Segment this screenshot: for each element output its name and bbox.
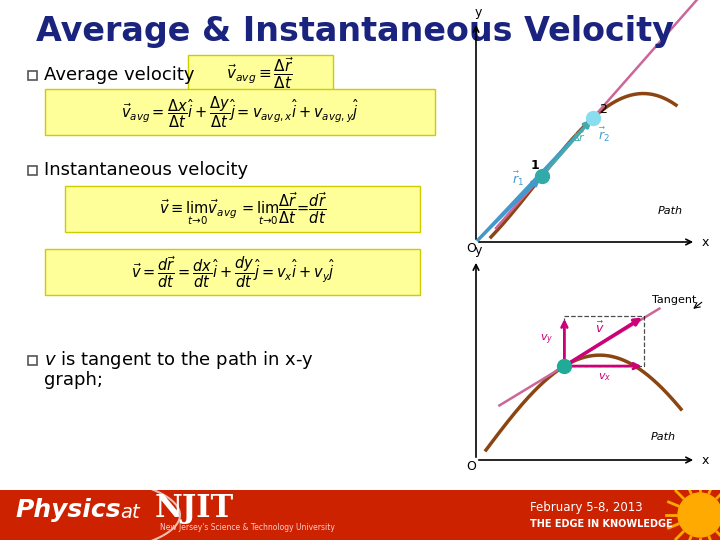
Text: February 5-8, 2013: February 5-8, 2013 [530,501,643,514]
Text: Tangent: Tangent [652,294,696,305]
Text: 1: 1 [530,159,539,172]
Text: $\vec{v}_{avg} = \dfrac{\Delta x}{\Delta t}\hat{i} + \dfrac{\Delta y}{\Delta t}\: $\vec{v}_{avg} = \dfrac{\Delta x}{\Delta… [121,94,359,130]
Text: New Jersey's Science & Technology University: New Jersey's Science & Technology Univer… [160,523,335,532]
Text: x: x [702,235,709,248]
Text: at: at [120,503,140,522]
Text: $\vec{v}_{avg} \equiv \dfrac{\Delta\vec{r}}{\Delta t}$: $\vec{v}_{avg} \equiv \dfrac{\Delta\vec{… [226,55,294,91]
Text: x: x [702,454,709,467]
Text: Instantaneous velocity: Instantaneous velocity [44,161,248,179]
Text: $\vec{r}_1$: $\vec{r}_1$ [512,170,524,188]
Text: Average velocity: Average velocity [44,66,194,84]
Text: Physics: Physics [15,498,121,522]
Bar [28,165,37,174]
Text: Path: Path [658,206,683,216]
Text: NJIT: NJIT [155,492,234,523]
FancyBboxPatch shape [45,89,435,135]
FancyBboxPatch shape [65,186,420,232]
Text: 2: 2 [599,103,607,116]
Bar [28,355,37,364]
Text: graph;: graph; [44,371,103,389]
Text: THE EDGE IN KNOWLEDGE: THE EDGE IN KNOWLEDGE [530,519,672,529]
Text: Average & Instantaneous Velocity: Average & Instantaneous Velocity [36,16,674,49]
Text: $\vec{v} = \dfrac{d\vec{r}}{dt} = \dfrac{dx}{dt}\hat{i} + \dfrac{dy}{dt}\hat{j} : $\vec{v} = \dfrac{d\vec{r}}{dt} = \dfrac… [131,254,335,290]
Text: y: y [474,6,482,19]
Text: $\Delta\vec{r}$: $\Delta\vec{r}$ [571,129,585,144]
Text: $\vec{r}_2$: $\vec{r}_2$ [598,125,610,144]
Text: $v_y$: $v_y$ [540,333,553,347]
Text: O: O [466,242,476,255]
Text: y: y [474,244,482,257]
Text: O: O [466,460,476,473]
Text: $v_x$: $v_x$ [598,371,611,383]
FancyBboxPatch shape [188,55,333,99]
Bar [28,71,37,79]
Text: $\vec{v}$: $\vec{v}$ [595,321,604,336]
Text: $\vec{v} \equiv \lim_{t\to 0}\vec{v}_{avg} = \lim_{t\to 0}\dfrac{\Delta\vec{r}}{: $\vec{v} \equiv \lim_{t\to 0}\vec{v}_{av… [159,191,327,227]
Text: $\mathit{v}$ is tangent to the path in x-y: $\mathit{v}$ is tangent to the path in x… [44,349,314,371]
Circle shape [678,493,720,537]
FancyBboxPatch shape [45,249,420,295]
Text: Path: Path [651,432,676,442]
